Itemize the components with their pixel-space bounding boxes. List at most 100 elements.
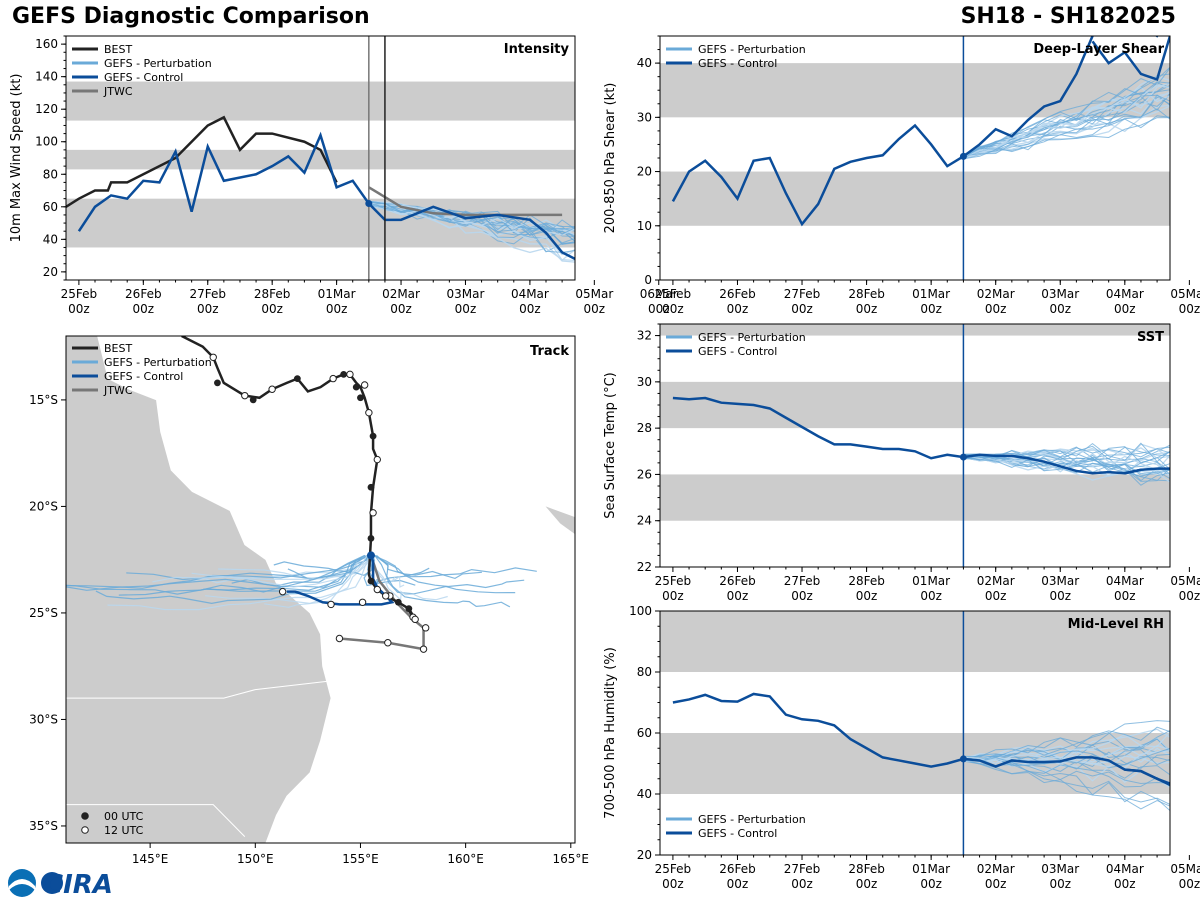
x-tick-sublabel: 00z: [1049, 589, 1071, 603]
perturbation-track: [370, 555, 448, 601]
perturbation-member-line: [963, 749, 1170, 766]
legend-label: GEFS - Control: [104, 370, 183, 383]
perturbation-member-line: [963, 455, 1170, 477]
x-tick-label: 05Mar: [1170, 574, 1200, 588]
best-12utc-marker: [360, 381, 369, 389]
best-00utc-marker: [367, 534, 375, 542]
perturbation-member-line: [963, 455, 1170, 486]
x-tick-label: 02Mar: [382, 287, 420, 301]
shear-panel: 01020304025Feb00z26Feb00z27Feb00z28Feb00…: [603, 35, 1200, 316]
latitude-label: 20°S: [29, 499, 58, 513]
x-tick-sublabel: 00z: [326, 302, 348, 316]
x-tick-sublabel: 00z: [985, 589, 1007, 603]
init-point-marker: [959, 755, 967, 763]
rh-plot-area: [660, 611, 1170, 855]
threshold-band: [660, 611, 1170, 672]
best-12utc-marker: [369, 509, 377, 517]
legend-label: GEFS - Perturbation: [698, 813, 806, 826]
best-12utc-marker: [411, 615, 419, 624]
x-tick-label: 25Feb: [655, 287, 692, 301]
best-00utc-marker: [340, 370, 348, 378]
x-tick-sublabel: 00z: [791, 877, 813, 891]
x-tick-sublabel: 00z: [1114, 589, 1136, 603]
cira-logo-text: CIRA: [44, 870, 113, 898]
x-tick-sublabel: 00z: [920, 589, 942, 603]
longitude-label: 165°E: [553, 852, 590, 866]
x-tick-sublabel: 00z: [662, 589, 684, 603]
sst-plot-area: [660, 324, 1170, 567]
x-tick-sublabel: 00z: [455, 302, 477, 316]
jtwc-12utc-marker: [421, 624, 430, 632]
sst-panel: 22242628303225Feb00z26Feb00z27Feb00z28Fe…: [603, 323, 1200, 603]
legend-label: JTWC: [103, 384, 133, 397]
y-tick-label: 160: [35, 37, 58, 51]
legend-label: GEFS - Perturbation: [698, 331, 806, 344]
legend-label: JTWC: [103, 85, 133, 98]
best-00utc-marker: [367, 577, 375, 585]
x-tick-sublabel: 00z: [1049, 877, 1071, 891]
best-00utc-marker: [214, 379, 221, 387]
x-tick-label: 03Mar: [1041, 287, 1079, 301]
best-12utc-marker: [346, 370, 354, 379]
x-tick-sublabel: 00z: [133, 302, 155, 316]
jtwc-12utc-marker: [384, 639, 392, 647]
x-tick-label: 27Feb: [784, 287, 821, 301]
x-tick-label: 05Mar: [1170, 287, 1200, 301]
state-border: [66, 804, 246, 837]
x-tick-label: 03Mar: [447, 287, 485, 301]
x-tick-sublabel: 00z: [920, 302, 942, 316]
perturbation-member-line: [963, 747, 1170, 766]
control-line: [672, 692, 1170, 786]
axes-frame: [65, 335, 576, 844]
y-tick-label: 100: [35, 135, 58, 149]
y-axis-label: 700-500 hPa Humidity (%): [603, 647, 618, 819]
x-tick-sublabel: 00z: [856, 877, 878, 891]
x-tick-sublabel: 00z: [1179, 302, 1200, 316]
y-tick-label: 20: [637, 848, 652, 862]
x-tick-sublabel: 00z: [1049, 302, 1071, 316]
perturbation-track: [191, 555, 368, 588]
y-tick-label: 20: [43, 265, 58, 279]
y-tick-label: 30: [637, 375, 652, 389]
best-12utc-marker: [373, 585, 381, 594]
x-tick-label: 25Feb: [655, 574, 692, 588]
x-tick-sublabel: 00z: [584, 302, 606, 316]
y-tick-label: 28: [637, 421, 652, 435]
best-12utc-marker: [382, 592, 390, 600]
x-tick-sublabel: 00z: [791, 302, 813, 316]
control-line: [671, 36, 1159, 227]
x-tick-sublabel: 00z: [390, 302, 412, 316]
longitude-label: 150°E: [237, 852, 274, 866]
perturbation-member-line: [963, 108, 1170, 160]
x-tick-label: 02Mar: [977, 574, 1015, 588]
axes-frame: [659, 323, 1171, 568]
perturbation-track: [287, 554, 370, 581]
threshold-band: [66, 149, 575, 170]
perturbation-member-line: [963, 729, 1170, 762]
jtwc-12utc-marker: [335, 634, 344, 643]
jtwc-track: [339, 555, 425, 651]
y-tick-label: 80: [637, 665, 652, 679]
best-00utc-marker: [394, 598, 402, 606]
x-tick-label: 04Mar: [511, 287, 549, 301]
perturbation-member-line: [963, 446, 1170, 464]
y-tick-label: 40: [637, 56, 652, 70]
best-00utc-marker: [367, 483, 375, 491]
panel-title: Mid-Level RH: [1068, 617, 1164, 632]
best-12utc-marker: [365, 408, 373, 417]
control-line: [77, 131, 575, 260]
figure-title: GEFS Diagnostic Comparison: [12, 4, 370, 29]
best-track-line: [66, 115, 338, 208]
legend-label: BEST: [104, 342, 132, 355]
legend-label: GEFS - Perturbation: [104, 57, 212, 70]
perturbation-track: [373, 554, 537, 578]
threshold-band: [66, 81, 575, 121]
storm-id-title: SH18 - SH182025: [960, 4, 1176, 29]
perturbation-track: [95, 554, 368, 605]
x-tick-label: 04Mar: [1106, 574, 1144, 588]
intensity-panel: 2040608010012014016025Feb00z26Feb00z27Fe…: [9, 35, 678, 316]
perturbation-member-line: [368, 202, 575, 236]
y-tick-label: 10: [637, 219, 652, 233]
track-map-area: [66, 336, 575, 843]
y-tick-label: 60: [43, 200, 58, 214]
